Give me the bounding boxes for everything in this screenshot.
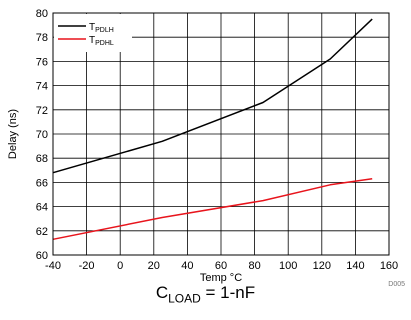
y-tick-label: 60 [36,250,48,262]
legend-label-tpdlh-main: T [89,22,95,33]
x-tick-label: 40 [181,260,193,272]
series-lines [52,18,373,241]
x-tick-label: 140 [346,260,364,272]
legend-label-tpdlh: TPDLH [89,22,114,34]
legend-box [54,14,132,52]
y-tick-label: 76 [36,56,48,68]
x-tick-label: 0 [117,260,123,272]
y-tick-label: 64 [36,202,48,214]
legend-label-tpdhl: TPDHL [89,35,114,47]
legend: TPDLH TPDHL [54,14,132,52]
load-condition-caption: CLOAD = 1-nF [0,283,411,305]
y-tick-label: 74 [36,81,48,93]
x-tick-label: 160 [380,260,398,272]
x-tick-label: 80 [248,260,260,272]
figure-code: D005 [388,281,405,288]
x-tick-label: -40 [45,260,61,272]
y-tick-label: 68 [36,153,48,165]
y-tick-label: 70 [36,129,48,141]
caption-subscript: LOAD [168,291,201,306]
caption-main: C [155,283,169,302]
y-tick-label: 62 [36,226,48,238]
x-tick-label: -20 [79,260,95,272]
y-tick-label: 66 [36,177,48,189]
legend-label-tpdlh-sub: PDLH [95,27,114,34]
x-tick-label: 100 [279,260,297,272]
legend-label-tpdhl-main: T [89,35,95,46]
x-tick-label: 60 [215,260,227,272]
tick-labels: 60 62 64 66 68 70 72 74 76 78 80 -40 -20 0 20 40 60 80 100… [36,8,398,272]
caption-rest: = 1-nF [200,283,256,302]
series-line-tpdhl [52,178,373,241]
y-tick-label: 78 [36,32,48,44]
x-tick-label: 120 [313,260,331,272]
legend-label-tpdhl-sub: PDHL [95,40,114,47]
plot-frame [52,12,390,256]
y-tick-label: 72 [36,105,48,117]
series-line-tpdlh [52,18,373,174]
y-axis-label: Delay (ns) [7,109,19,159]
y-tick-label: 80 [36,8,48,20]
x-axis-label: Temp °C [200,272,242,284]
x-tick-label: 20 [148,260,160,272]
